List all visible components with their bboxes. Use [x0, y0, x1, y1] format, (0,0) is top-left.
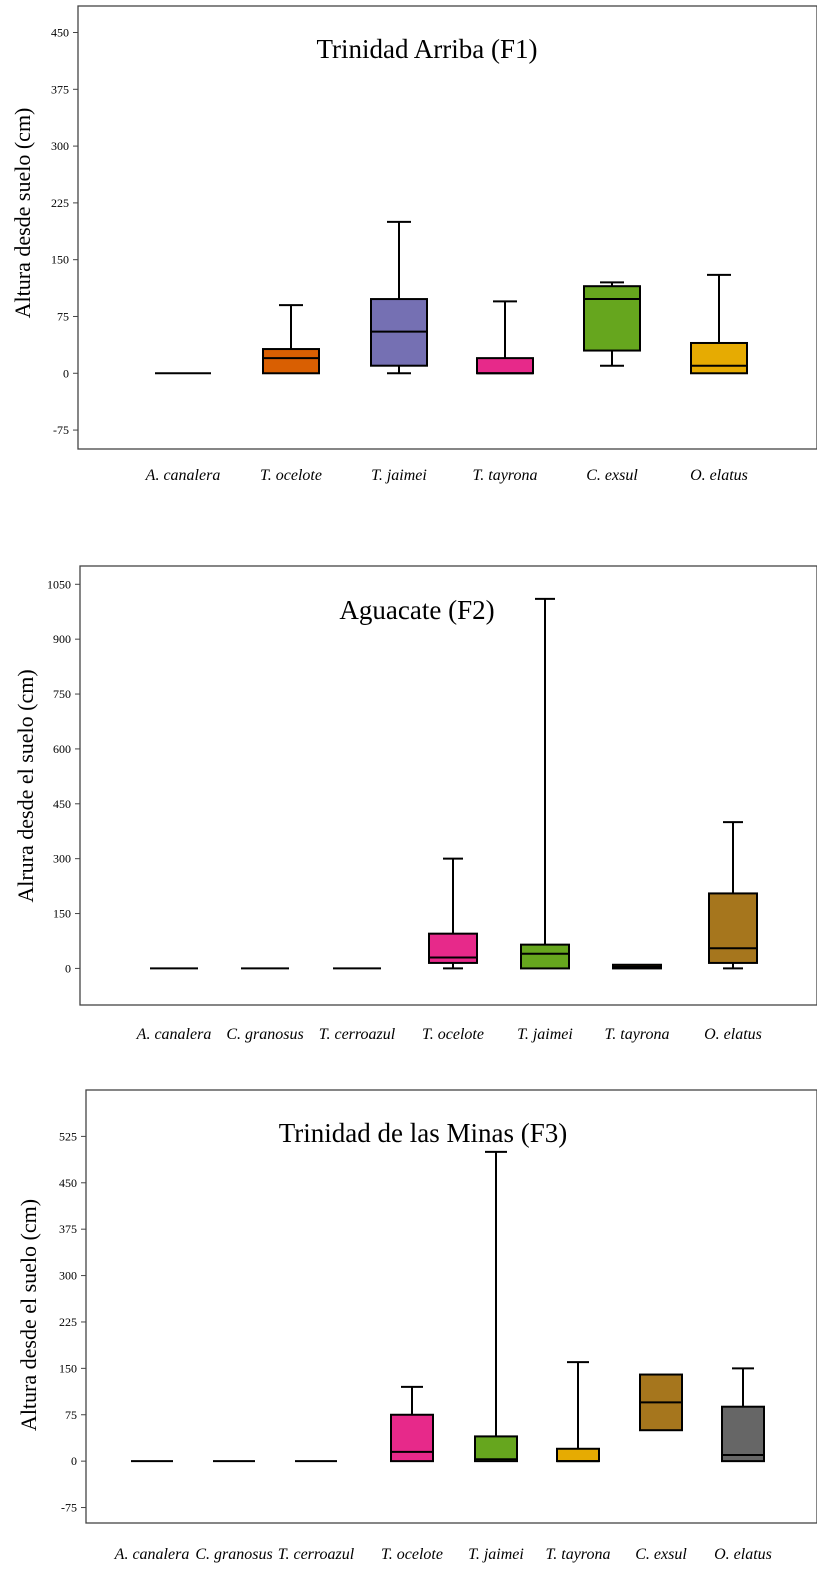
box-t-tayrona	[612, 963, 662, 970]
box-t-ocelote	[428, 857, 478, 970]
chart-title: Trinidad Arriba (F1)	[317, 34, 538, 64]
x-category-label: C. granosus	[195, 1546, 272, 1563]
iqr-box	[708, 892, 758, 964]
x-category-label: O. elatus	[714, 1546, 772, 1563]
x-category-label: C. exsul	[635, 1546, 687, 1563]
y-tick-label: 300	[51, 139, 69, 153]
iqr-box	[428, 932, 478, 964]
y-tick-label: 75	[57, 309, 69, 323]
x-category-label: T. jaimei	[468, 1546, 524, 1563]
y-tick-label: -75	[53, 423, 69, 437]
y-axis-label: Alrura desde el suelo (cm)	[13, 669, 38, 902]
x-category-label: T. tayrona	[546, 1546, 611, 1563]
chart-title: Aguacate (F2)	[339, 595, 494, 625]
box-o-elatus	[690, 273, 748, 375]
y-tick-label: 600	[53, 742, 71, 756]
x-category-label: O. elatus	[690, 467, 748, 484]
y-tick-label: -75	[61, 1501, 77, 1515]
y-tick-label: 150	[53, 907, 71, 921]
panel-1: -75 0 75 150 225 300 375 450 Trinidad Arriba (F1…	[10, 5, 817, 484]
y-tick-label: 375	[59, 1222, 77, 1236]
box-t-tayrona	[556, 1361, 600, 1463]
x-category-label: T. tayrona	[473, 467, 538, 484]
chart-title: Trinidad de las Minas (F3)	[279, 1118, 568, 1148]
iqr-box	[474, 1435, 518, 1463]
iqr-box	[721, 1405, 765, 1463]
y-tick-label: 225	[51, 196, 69, 210]
box-o-elatus	[721, 1367, 765, 1463]
panel-3: -75 0 75 150 225 300 375 450 525 Trinidad de las …	[16, 1089, 817, 1563]
y-tick-label: 525	[59, 1129, 77, 1143]
x-category-label: O. elatus	[704, 1026, 762, 1043]
box-t-ocelote	[262, 304, 320, 375]
y-tick-label: 450	[59, 1176, 77, 1190]
y-tick-label: 300	[53, 852, 71, 866]
box-t-tayrona	[476, 300, 534, 375]
y-tick-label: 0	[63, 366, 69, 380]
x-category-label: T. jaimei	[371, 467, 427, 484]
y-tick-label: 450	[51, 26, 69, 40]
x-category-label: T. ocelote	[260, 467, 322, 484]
x-category-label: T. tayrona	[605, 1026, 670, 1043]
panel-2: 0 150 300 450 600 750 900 1050 Aguacate (F2) Alru…	[13, 565, 817, 1043]
y-tick-label: 150	[51, 253, 69, 267]
iqr-box	[690, 341, 748, 375]
box-t-ocelote	[390, 1385, 434, 1463]
x-category-label: T. ocelote	[422, 1026, 484, 1043]
box-t-jaimei	[474, 1150, 518, 1463]
y-tick-label: 0	[65, 961, 71, 975]
iqr-box	[556, 1447, 600, 1463]
y-tick-label: 1050	[47, 577, 71, 591]
y-tick-label: 150	[59, 1361, 77, 1375]
y-tick-label: 75	[65, 1408, 77, 1422]
y-axis-label: Altura desde suelo (cm)	[10, 108, 35, 319]
iqr-box	[583, 285, 641, 352]
iqr-box	[390, 1413, 434, 1463]
y-tick-label: 375	[51, 82, 69, 96]
y-tick-label: 750	[53, 687, 71, 701]
iqr-box	[520, 943, 570, 970]
y-tick-label: 450	[53, 797, 71, 811]
x-category-label: A. canalera	[145, 467, 221, 484]
x-category-label: C. granosus	[226, 1026, 303, 1043]
x-category-label: T. cerroazul	[278, 1546, 355, 1563]
x-category-label: A. canalera	[136, 1026, 212, 1043]
box-t-jaimei	[370, 220, 428, 375]
x-category-label: T. cerroazul	[319, 1026, 396, 1043]
iqr-box	[262, 348, 320, 375]
x-category-label: A. canalera	[114, 1546, 190, 1563]
y-tick-label: 225	[59, 1315, 77, 1329]
box-o-elatus	[708, 821, 758, 970]
plot-frame	[77, 5, 817, 450]
x-category-label: C. exsul	[586, 467, 638, 484]
plot-frame	[85, 1089, 817, 1524]
box-c-exsul	[583, 281, 641, 367]
x-category-label: T. ocelote	[381, 1546, 443, 1563]
plot-frame	[79, 565, 817, 1006]
x-category-label: T. jaimei	[517, 1026, 573, 1043]
y-tick-label: 900	[53, 632, 71, 646]
box-c-exsul	[639, 1373, 683, 1432]
y-tick-label: 300	[59, 1269, 77, 1283]
y-axis-label: Altura desde el suelo (cm)	[16, 1199, 41, 1431]
y-tick-label: 0	[71, 1454, 77, 1468]
box-t-jaimei	[520, 597, 570, 970]
iqr-box	[476, 357, 534, 375]
